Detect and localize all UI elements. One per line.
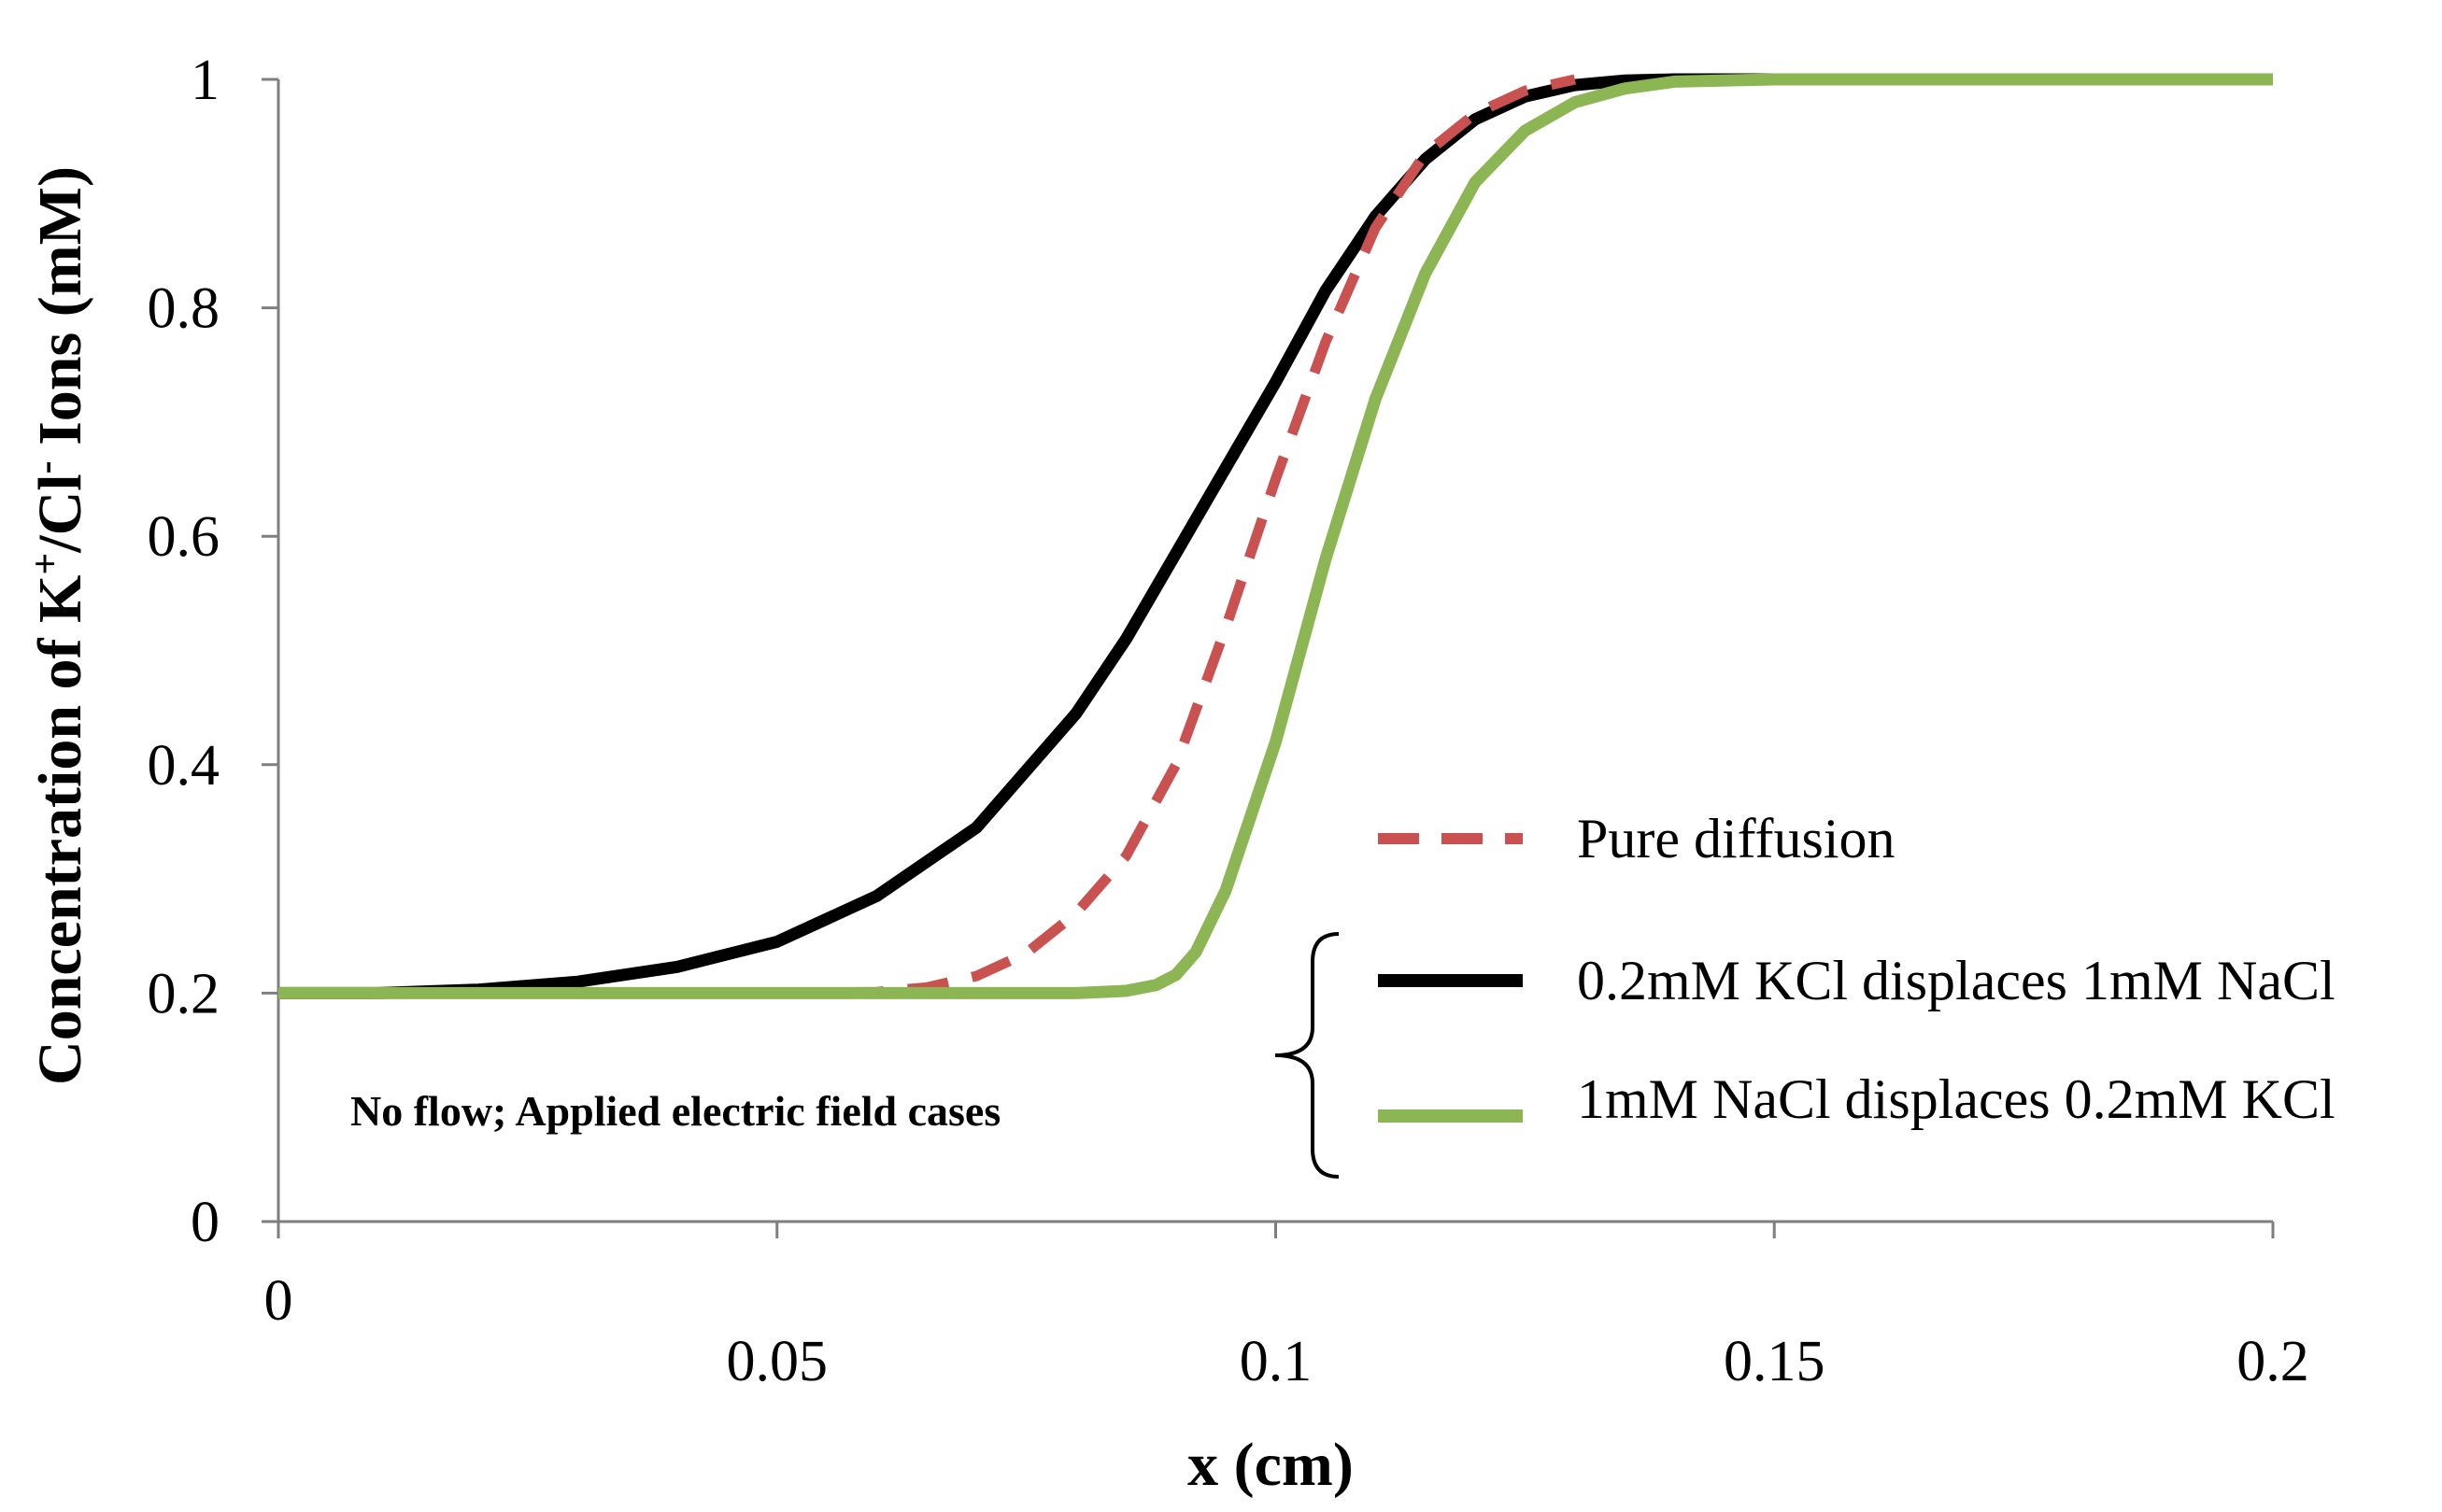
y-tick-label: 0 xyxy=(191,1191,220,1254)
legend-label-pure-diffusion: Pure diffusion xyxy=(1577,808,1895,869)
y-tick-label: 1 xyxy=(191,49,220,112)
legend-label-nacl-displaces-kcl: 1mM NaCl displaces 0.2mM KCl xyxy=(1577,1068,2336,1130)
x-tick-label: 0.2 xyxy=(2236,1330,2309,1393)
series-line-kcl-displaces-nacl xyxy=(278,73,2273,999)
y-tick-label: 0.8 xyxy=(148,277,220,341)
series-line-pure-diffusion xyxy=(776,74,1577,998)
y-tick-label: 0.2 xyxy=(148,962,220,1025)
axes xyxy=(262,78,2275,1238)
x-tick-label: 0.15 xyxy=(1724,1330,1825,1393)
y-tick-label: 0.4 xyxy=(148,734,220,798)
y-tick-label: 0.6 xyxy=(148,505,220,569)
x-tick-label: 0 xyxy=(264,1269,293,1333)
series-lines xyxy=(278,73,2273,999)
x-tick-label: 0.1 xyxy=(1240,1330,1313,1393)
x-axis-label: x (cm) xyxy=(1187,1431,1354,1499)
y-tick-labels: 0 0.2 0.4 0.6 0.8 1 xyxy=(148,49,220,1254)
y-axis-label: Concentration of K+/Cl- Ions (mM) xyxy=(24,166,94,1085)
legend-label-kcl-displaces-nacl: 0.2mM KCl displaces 1mM NaCl xyxy=(1577,950,2336,1011)
x-tick-label: 0.05 xyxy=(727,1330,829,1393)
series-line-nacl-displaces-kcl xyxy=(278,73,2273,999)
annotation-text: No flow; Applied electric field cases xyxy=(350,1087,1001,1135)
legend: Pure diffusion 0.2mM KCl displaces 1mM N… xyxy=(1378,808,2336,1130)
annotation-brace xyxy=(1274,932,1340,1179)
x-tick-labels: 0 0.05 0.1 0.15 0.2 xyxy=(264,1269,2309,1393)
